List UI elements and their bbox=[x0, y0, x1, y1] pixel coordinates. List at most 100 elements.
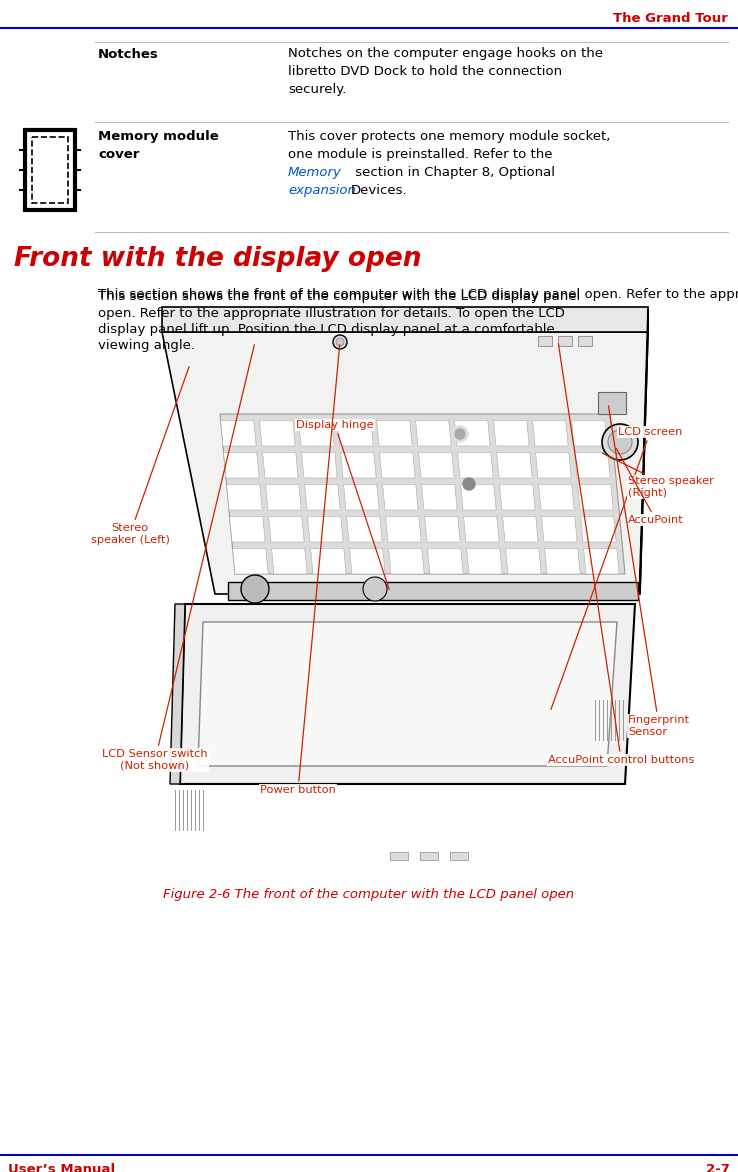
Polygon shape bbox=[269, 517, 304, 541]
Polygon shape bbox=[305, 484, 340, 510]
Polygon shape bbox=[421, 484, 457, 510]
Polygon shape bbox=[581, 517, 616, 541]
Polygon shape bbox=[533, 421, 568, 447]
Polygon shape bbox=[427, 548, 463, 574]
Polygon shape bbox=[260, 421, 295, 447]
Circle shape bbox=[602, 424, 638, 459]
Polygon shape bbox=[311, 548, 346, 574]
Polygon shape bbox=[389, 548, 424, 574]
Bar bbox=[450, 852, 468, 860]
Polygon shape bbox=[466, 548, 502, 574]
Polygon shape bbox=[350, 548, 385, 574]
Polygon shape bbox=[463, 517, 499, 541]
Bar bbox=[578, 336, 592, 346]
Text: Notches: Notches bbox=[98, 48, 159, 61]
Polygon shape bbox=[376, 421, 412, 447]
Polygon shape bbox=[162, 307, 648, 332]
Text: Memory
expansion: Memory expansion bbox=[288, 166, 356, 197]
Text: Fingerprint
Sensor: Fingerprint Sensor bbox=[608, 406, 690, 737]
Polygon shape bbox=[266, 484, 301, 510]
Polygon shape bbox=[500, 484, 535, 510]
Polygon shape bbox=[545, 548, 580, 574]
Circle shape bbox=[455, 429, 465, 440]
Polygon shape bbox=[415, 421, 451, 447]
Polygon shape bbox=[299, 421, 334, 447]
Text: This cover protects one memory module socket,
one module is preinstalled. Refer : This cover protects one memory module so… bbox=[288, 130, 610, 161]
Text: User’s Manual: User’s Manual bbox=[8, 1163, 115, 1172]
Polygon shape bbox=[461, 484, 496, 510]
Polygon shape bbox=[497, 452, 532, 478]
Text: Notches on the computer engage hooks on the
libretto DVD Dock to hold the connec: Notches on the computer engage hooks on … bbox=[288, 47, 603, 96]
Text: AccuPoint control buttons: AccuPoint control buttons bbox=[548, 343, 694, 765]
Polygon shape bbox=[220, 414, 625, 574]
Polygon shape bbox=[494, 421, 529, 447]
Polygon shape bbox=[198, 622, 617, 766]
Text: This section shows the front of the computer with the LCD display panel open. Re: This section shows the front of the comp… bbox=[98, 288, 738, 301]
Text: Stereo
speaker (Left): Stereo speaker (Left) bbox=[91, 367, 189, 545]
Polygon shape bbox=[455, 421, 490, 447]
Text: 2-7: 2-7 bbox=[706, 1163, 730, 1172]
Circle shape bbox=[463, 478, 475, 490]
Text: section in Chapter 8, Optional
Devices.: section in Chapter 8, Optional Devices. bbox=[351, 166, 555, 197]
Polygon shape bbox=[385, 517, 421, 541]
Polygon shape bbox=[308, 517, 343, 541]
Polygon shape bbox=[221, 421, 256, 447]
Bar bbox=[598, 391, 626, 414]
Circle shape bbox=[452, 425, 468, 442]
Bar bbox=[558, 336, 572, 346]
Text: Memory module
cover: Memory module cover bbox=[98, 130, 218, 161]
Polygon shape bbox=[640, 311, 648, 594]
Circle shape bbox=[363, 577, 387, 601]
Polygon shape bbox=[344, 484, 379, 510]
Polygon shape bbox=[302, 452, 337, 478]
Polygon shape bbox=[424, 517, 461, 541]
Polygon shape bbox=[228, 582, 638, 600]
Polygon shape bbox=[272, 548, 307, 574]
Polygon shape bbox=[162, 332, 648, 594]
Bar bbox=[390, 852, 408, 860]
Text: Power button: Power button bbox=[260, 345, 339, 795]
Text: LCD Sensor switch
(Not shown): LCD Sensor switch (Not shown) bbox=[102, 345, 255, 771]
Polygon shape bbox=[584, 548, 619, 574]
Text: AccuPoint: AccuPoint bbox=[616, 449, 683, 525]
Text: The Grand Tour: The Grand Tour bbox=[613, 12, 728, 25]
Text: viewing angle.: viewing angle. bbox=[98, 340, 195, 353]
Bar bbox=[538, 336, 552, 346]
Circle shape bbox=[333, 335, 347, 349]
Polygon shape bbox=[232, 548, 268, 574]
Polygon shape bbox=[539, 484, 574, 510]
Polygon shape bbox=[227, 484, 262, 510]
Bar bbox=[420, 852, 438, 860]
Circle shape bbox=[608, 430, 632, 454]
Polygon shape bbox=[224, 452, 259, 478]
Text: Display hinge: Display hinge bbox=[296, 420, 389, 590]
Polygon shape bbox=[341, 452, 376, 478]
Polygon shape bbox=[536, 452, 571, 478]
Polygon shape bbox=[180, 604, 635, 784]
Text: Figure 2-6 The front of the computer with the LCD panel open: Figure 2-6 The front of the computer wit… bbox=[163, 888, 575, 901]
Polygon shape bbox=[575, 452, 610, 478]
Text: Front with the display open: Front with the display open bbox=[14, 246, 421, 272]
Polygon shape bbox=[418, 452, 454, 478]
Polygon shape bbox=[230, 517, 265, 541]
Circle shape bbox=[336, 338, 344, 346]
Text: LCD screen: LCD screen bbox=[551, 427, 683, 709]
Polygon shape bbox=[542, 517, 577, 541]
Text: Stereo speaker
(Right): Stereo speaker (Right) bbox=[602, 454, 714, 498]
Polygon shape bbox=[337, 421, 373, 447]
Polygon shape bbox=[263, 452, 298, 478]
Polygon shape bbox=[25, 130, 75, 210]
Polygon shape bbox=[506, 548, 541, 574]
Polygon shape bbox=[458, 452, 493, 478]
Text: This section shows the front of the computer with the LCD display panel: This section shows the front of the comp… bbox=[98, 289, 580, 304]
Circle shape bbox=[241, 575, 269, 604]
Text: open. Refer to the appropriate illustration for details. To open the LCD: open. Refer to the appropriate illustrat… bbox=[98, 307, 565, 320]
Text: display panel lift up. Position the LCD display panel at a comfortable: display panel lift up. Position the LCD … bbox=[98, 323, 555, 336]
Polygon shape bbox=[572, 421, 607, 447]
Polygon shape bbox=[578, 484, 613, 510]
Polygon shape bbox=[170, 604, 185, 784]
Polygon shape bbox=[379, 452, 415, 478]
Polygon shape bbox=[347, 517, 382, 541]
Polygon shape bbox=[382, 484, 418, 510]
Polygon shape bbox=[503, 517, 538, 541]
